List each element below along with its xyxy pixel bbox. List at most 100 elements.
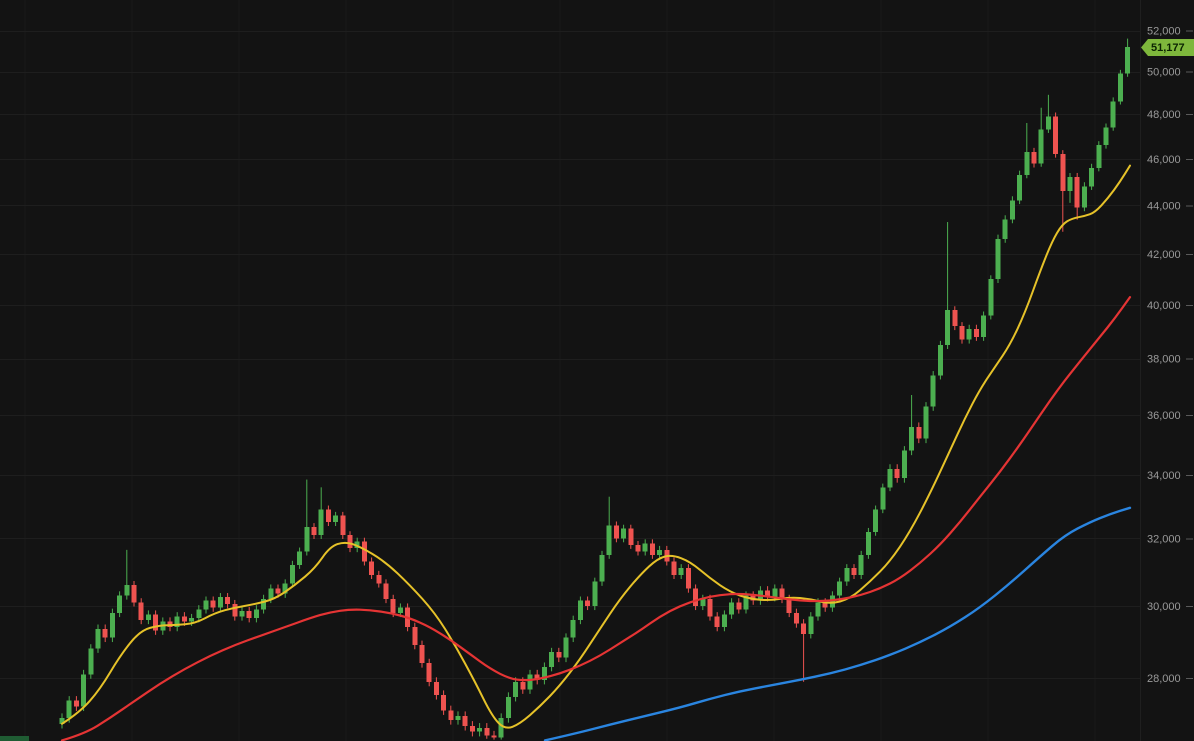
candle-body	[455, 716, 461, 720]
candle-body	[232, 604, 238, 617]
candle-body	[570, 619, 576, 638]
candle-body	[261, 598, 267, 610]
candle-body	[477, 727, 483, 732]
candle-body	[369, 561, 375, 575]
candle-body	[189, 618, 195, 622]
price-tick-label: 38,000	[1147, 354, 1181, 366]
candle-body	[95, 628, 101, 649]
candle-body	[347, 535, 353, 549]
candle-body	[513, 681, 519, 697]
ma-fast-yellow-line	[61, 164, 1131, 729]
candle-body	[181, 616, 187, 622]
candle-body	[736, 602, 742, 610]
candle-body	[995, 239, 1001, 280]
candle-body	[779, 588, 785, 599]
candle-body	[491, 735, 497, 738]
candle-body	[966, 328, 972, 340]
candle-body	[534, 674, 540, 680]
price-tick-label: 48,000	[1147, 109, 1181, 121]
candle-body	[714, 616, 720, 627]
candle-body	[297, 551, 303, 565]
price-tick-label: 28,000	[1147, 673, 1181, 685]
candle-body	[246, 611, 252, 619]
candle-body	[1089, 167, 1095, 187]
candle-body	[1009, 200, 1015, 220]
candle-body	[88, 648, 94, 675]
price-tick-label: 50,000	[1147, 67, 1181, 79]
candle-body	[419, 644, 425, 664]
candle-body	[678, 568, 684, 575]
candle-body	[909, 426, 915, 451]
candle-body	[952, 310, 958, 327]
candle-body	[484, 727, 490, 736]
candle-body	[210, 600, 216, 608]
candle-body	[333, 515, 339, 523]
candle-body	[174, 616, 180, 627]
candle-body	[304, 526, 310, 552]
candle-body	[318, 509, 324, 536]
last-price-value: 51,177	[1151, 41, 1185, 54]
candle-body	[390, 598, 396, 613]
candle-body	[1002, 219, 1008, 240]
candle-body	[1053, 116, 1059, 155]
candle-body	[945, 310, 951, 345]
candle-body	[1110, 101, 1116, 128]
candle-body	[729, 602, 735, 615]
candle-body	[117, 595, 123, 613]
price-tick-label: 52,000	[1147, 26, 1181, 38]
candle-body	[383, 583, 389, 599]
candle-body	[901, 450, 907, 479]
ma-slow-blue-line	[543, 506, 1132, 741]
candle-body	[1096, 145, 1102, 168]
price-axis: 52,000 50,000 48,000 46,000 44,000 42,000 40,0…	[1140, 0, 1193, 741]
last-price-label: 51,177	[1141, 39, 1194, 56]
candle-body	[282, 583, 288, 594]
candle-body	[844, 568, 850, 582]
price-tick-label: 34,000	[1147, 470, 1181, 482]
candle-body	[894, 468, 900, 479]
candle-body	[657, 549, 663, 555]
price-tick-label: 46,000	[1147, 154, 1181, 166]
candle-body	[837, 581, 843, 596]
price-tick-label: 30,000	[1147, 601, 1181, 613]
candle-body	[73, 700, 79, 707]
candle-body	[541, 666, 547, 680]
candle-body	[81, 674, 87, 707]
candle-body	[592, 581, 598, 606]
candle-body	[239, 611, 245, 617]
candles-layer	[59, 38, 1131, 740]
candle-body	[311, 526, 317, 536]
candle-body	[858, 554, 864, 575]
candle-body	[1038, 129, 1044, 164]
candle-body	[649, 543, 655, 555]
candle-body	[556, 652, 562, 658]
candle-body	[1117, 73, 1123, 102]
candle-body	[376, 574, 382, 584]
candle-body	[412, 626, 418, 645]
candle-body	[721, 614, 727, 627]
price-tick-label: 40,000	[1147, 300, 1181, 312]
candle-body	[923, 406, 929, 439]
candle-body	[448, 710, 454, 720]
candle-body	[829, 595, 835, 608]
candle-body	[340, 515, 346, 536]
candle-body	[873, 509, 879, 532]
candle-body	[808, 616, 814, 635]
candle-body	[937, 344, 943, 376]
volume-bar-fragment	[0, 736, 29, 741]
price-tick-label: 32,000	[1147, 533, 1181, 545]
candle-body	[743, 595, 749, 610]
candle-body	[693, 588, 699, 606]
candle-body	[707, 598, 713, 617]
price-scale[interactable]	[1140, 0, 1194, 741]
candle-body	[865, 531, 871, 555]
candle-body	[225, 597, 231, 605]
candle-body	[613, 525, 619, 539]
candle-body	[289, 564, 295, 584]
candle-body	[1024, 151, 1030, 175]
candle-body	[131, 585, 137, 603]
candle-body	[1125, 47, 1131, 74]
